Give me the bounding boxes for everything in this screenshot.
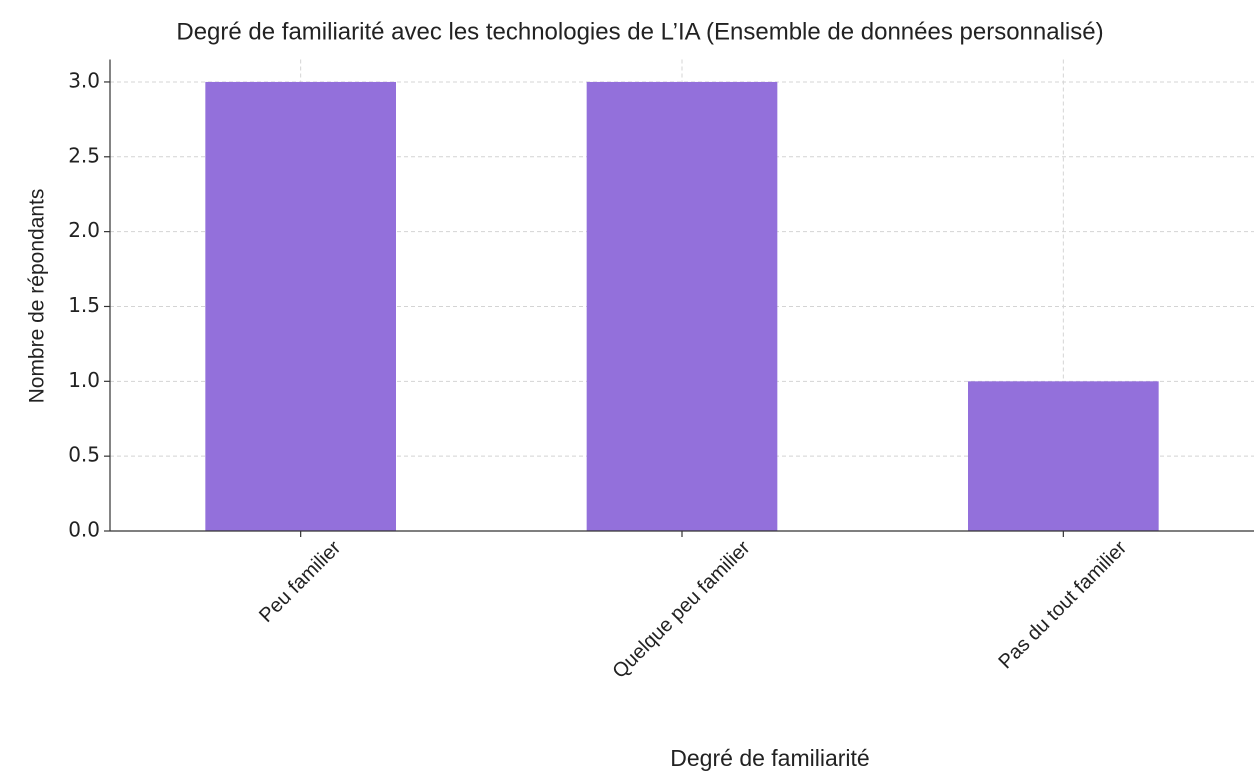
y-axis-label: Nombre de répondants (26, 189, 49, 404)
y-tick-label: 1.5 (68, 293, 100, 317)
y-tick-label: 2.5 (68, 143, 100, 167)
y-tick-label: 3.0 (68, 68, 100, 92)
chart-title: Degré de familiarité avec les technologi… (176, 18, 1103, 45)
bar (586, 81, 778, 531)
x-axis-label: Degré de familiarité (670, 745, 869, 771)
y-tick-label: 0.5 (68, 443, 100, 467)
y-tick-label: 2.0 (68, 218, 100, 242)
y-tick-label: 1.0 (68, 368, 100, 392)
bar (205, 81, 396, 531)
x-tick-label: Pas du tout familier (995, 536, 1132, 673)
x-tick-label: Quelque peu familier (608, 536, 754, 682)
x-tick-label: Peu familier (255, 536, 345, 626)
bar (968, 381, 1159, 531)
y-tick-label: 0.0 (68, 518, 100, 542)
